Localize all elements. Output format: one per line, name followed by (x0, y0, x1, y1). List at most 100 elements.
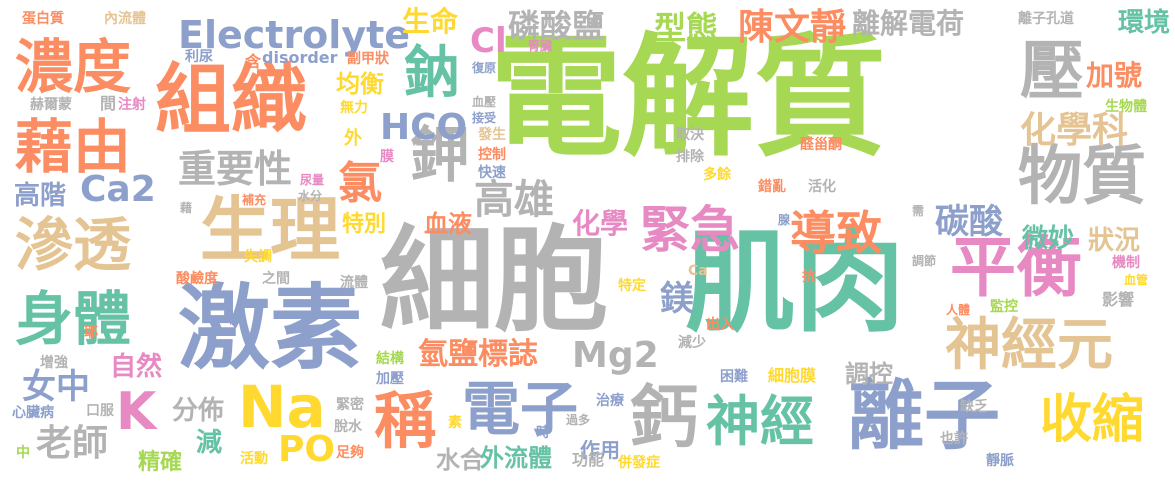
word-鎂: 鎂 (660, 279, 694, 319)
word-外: 外 (344, 128, 362, 149)
word-細胞膜: 細胞膜 (768, 366, 817, 385)
word-結構: 結構 (376, 351, 404, 367)
word-蛋白質: 蛋白質 (22, 11, 64, 27)
word-化學科: 化學科 (1020, 110, 1129, 151)
word-生物體: 生物體 (1105, 99, 1147, 115)
word-血液: 血液 (424, 210, 472, 238)
word-Mg2: Mg2 (572, 335, 659, 376)
word-增強: 增強 (40, 355, 68, 371)
word-女中: 女中 (22, 367, 90, 407)
word-錯亂: 錯亂 (758, 179, 786, 195)
word-活動: 活動 (240, 451, 268, 467)
word-出入: 出入 (706, 317, 734, 333)
word-離解電荷: 離解電荷 (852, 7, 965, 40)
word-微妙: 微妙 (1022, 224, 1075, 254)
word-減: 減 (196, 428, 223, 458)
word-Cl: Cl (470, 21, 507, 61)
word-K: K (116, 382, 157, 442)
word-作用: 作用 (580, 438, 620, 462)
word-含: 含 (245, 52, 262, 71)
word-控制: 控制 (478, 147, 506, 163)
word-disorder: disorder (262, 48, 338, 67)
word-脫水: 脫水 (334, 419, 362, 435)
word-碳酸: 碳酸 (935, 202, 1003, 242)
word-鈉: 鈉 (404, 41, 460, 106)
word-活化: 活化 (808, 179, 836, 195)
word-精確: 精確 (138, 450, 183, 475)
word-尿量: 尿量 (300, 173, 325, 187)
word-併發症: 併發症 (618, 455, 660, 471)
word-血壓: 血壓 (472, 95, 497, 109)
word-人體: 人體 (946, 303, 971, 317)
word-氫鹽標誌: 氫鹽標誌 (418, 337, 538, 372)
word-離子孔道: 離子孔道 (1018, 11, 1074, 27)
word-壓: 壓 (1020, 35, 1084, 109)
word-腎臟: 腎臟 (528, 39, 553, 53)
word-時: 時 (536, 425, 550, 441)
word-離子: 離子 (848, 371, 1000, 460)
word-自然: 自然 (110, 352, 163, 382)
word-HCO: HCO (380, 107, 468, 148)
word-細胞: 細胞 (380, 214, 609, 347)
word-化學: 化學 (572, 207, 629, 240)
word-多餘: 多餘 (703, 167, 731, 183)
word-緊急: 緊急 (640, 201, 740, 259)
word-靜脈: 靜脈 (986, 453, 1014, 469)
word-Ca: Ca (688, 263, 708, 279)
word-也許: 也許 (940, 431, 968, 447)
word-調控: 調控 (845, 360, 893, 388)
word-環境: 環境 (1118, 8, 1171, 38)
word-影響: 影響 (1102, 290, 1135, 309)
word-過多: 過多 (566, 413, 591, 427)
word-激素: 激素 (178, 275, 363, 382)
word-肌肉: 肌肉 (685, 219, 905, 347)
word-陳文靜: 陳文靜 (738, 7, 847, 48)
word-醛甾酮: 醛甾酮 (800, 137, 842, 153)
word-加號: 加號 (1086, 59, 1143, 92)
word-鉀: 鉀 (410, 121, 470, 191)
word-流體: 流體 (340, 275, 368, 291)
word-鈣: 鈣 (630, 379, 699, 458)
word-減少: 減少 (678, 335, 706, 351)
word-缺乏: 缺乏 (960, 399, 988, 415)
word-需: 需 (912, 204, 925, 218)
word-口服: 口服 (86, 403, 114, 419)
word-補充: 補充 (242, 193, 267, 207)
word-快速: 快速 (478, 165, 506, 181)
word-狀況: 狀況 (1088, 226, 1141, 256)
word-稱: 稱 (374, 384, 437, 457)
word-取決: 取決 (676, 127, 704, 143)
word-平衡: 平衡 (950, 229, 1082, 306)
word-足夠: 足夠 (336, 445, 364, 461)
word-物質: 物質 (1018, 140, 1146, 214)
word-排除: 排除 (676, 149, 704, 165)
word-水合: 水合 (436, 446, 484, 474)
word-酸鹼度: 酸鹼度 (176, 271, 218, 287)
word-氯: 氯 (338, 158, 382, 209)
word-神經: 神經 (706, 390, 814, 453)
word-PO: PO (278, 429, 335, 470)
word-抗: 抗 (802, 269, 816, 285)
word-收縮: 收縮 (1040, 390, 1145, 450)
word-電子: 電子 (462, 375, 579, 443)
word-注射: 注射 (118, 97, 146, 113)
word-無力: 無力 (340, 100, 368, 116)
word-間: 間 (100, 94, 117, 113)
word-濃度: 濃度 (15, 33, 132, 101)
word-緊密: 緊密 (336, 397, 364, 413)
word-副甲狀: 副甲狀 (347, 51, 389, 67)
word-磷酸鹽: 磷酸鹽 (508, 7, 605, 45)
word-困難: 困難 (720, 369, 748, 385)
word-中: 中 (16, 445, 30, 461)
word-電解質: 電解質 (490, 21, 886, 175)
word-特別: 特別 (342, 212, 387, 237)
word-特定: 特定 (618, 278, 646, 294)
word-Na: Na (238, 373, 326, 441)
word-失調: 失調 (244, 249, 272, 265)
word-導致: 導致 (790, 206, 882, 260)
word-治療: 治療 (596, 393, 624, 409)
word-血管: 血管 (1124, 273, 1149, 287)
word-神經元: 神經元 (945, 313, 1113, 378)
word-耶: 耶 (84, 325, 98, 341)
